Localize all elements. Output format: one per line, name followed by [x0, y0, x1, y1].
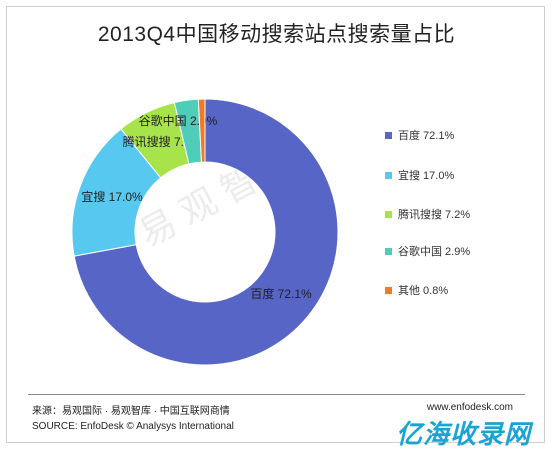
legend-item-4: 其他 0.8%: [385, 283, 448, 297]
slice-0: [73, 98, 339, 366]
legend-swatch: [385, 210, 392, 218]
legend-swatch: [385, 171, 392, 179]
source-cn: 来源：易观国际 · 易观智库 · 中国互联网商情: [32, 406, 230, 417]
slice-label-1: 宜搜 17.0%: [81, 189, 143, 204]
legend-label: 宜搜 17.0%: [398, 170, 455, 182]
legend-swatch: [385, 247, 392, 255]
legend-item-3: 谷歌中国 2.9%: [385, 244, 470, 258]
source-url[interactable]: www.enfodesk.com: [426, 402, 513, 413]
legend-label: 腾讯搜搜 7.2%: [398, 209, 471, 221]
legend-label: 谷歌中国 2.9%: [398, 246, 471, 258]
slice-label-3: 谷歌中国 2.9%: [139, 113, 218, 128]
footer-divider: [28, 394, 525, 395]
slice-4: [197, 98, 206, 163]
legend-label: 百度 72.1%: [398, 130, 455, 142]
brand-logo: 亿海收录网: [395, 420, 531, 450]
legend-item-1: 宜搜 17.0%: [385, 168, 454, 182]
slice-label-2: 腾讯搜搜 7.2%: [123, 134, 202, 149]
chart-title: 2013Q4中国移动搜索站点搜索量占比: [97, 23, 456, 46]
legend-swatch: [385, 131, 392, 139]
source-en: SOURCE: EnfoDesk © Analysys Internationa…: [32, 421, 234, 432]
legend-item-2: 腾讯搜搜 7.2%: [385, 207, 470, 221]
slice-label-0: 百度 72.1%: [250, 286, 312, 301]
legend-label: 其他 0.8%: [398, 285, 449, 297]
legend-item-0: 百度 72.1%: [385, 128, 454, 142]
legend-swatch: [385, 286, 392, 294]
